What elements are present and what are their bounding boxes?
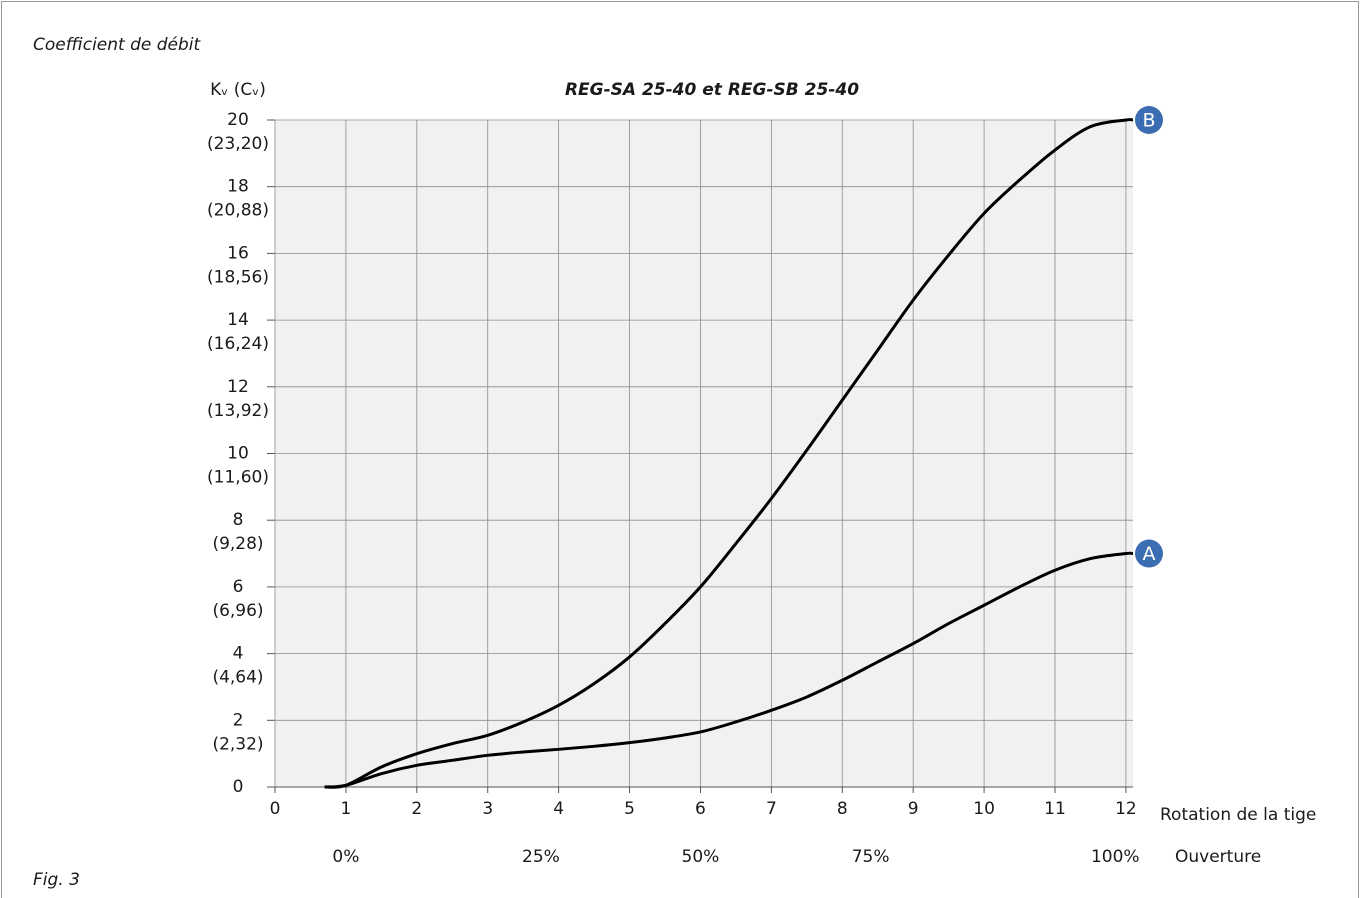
x-tick-label: 1: [340, 799, 351, 819]
x-tick-label: 4: [553, 799, 564, 819]
x-tick-label: 8: [837, 799, 848, 819]
y-tick-label: 16: [227, 243, 249, 263]
x-tick-label: 7: [766, 799, 777, 819]
series-marker: [1135, 539, 1163, 568]
y-tick-label: 14: [227, 310, 249, 330]
y-secondary-label: (23,20): [207, 134, 269, 154]
series-line: [324, 551, 1134, 789]
y-tick-label: 10: [227, 444, 249, 464]
y-secondary-label: (9,28): [212, 534, 263, 554]
x-tick-label: 0: [270, 799, 281, 819]
x2-tick-label: 100%: [1091, 847, 1140, 867]
x2-tick-label: 50%: [682, 847, 720, 867]
chart-title: REG-SA 25-40 et REG-SB 25-40: [565, 80, 859, 100]
x-tick-label: 3: [482, 799, 493, 819]
y-secondary-label: (2,32): [212, 734, 263, 754]
x-tick-label: 6: [695, 799, 706, 819]
y-tick-label: 4: [233, 644, 244, 664]
x2-tick-label: 25%: [522, 847, 560, 867]
legend-label: A: [1143, 543, 1156, 565]
x-tick-label: 12: [1115, 799, 1137, 819]
y-tick-label: 0: [233, 777, 244, 797]
y-tick-label: 8: [233, 510, 244, 530]
x-tick-label: 10: [973, 799, 995, 819]
y-secondary-label: (16,24): [207, 334, 269, 354]
series-marker: [1135, 106, 1163, 134]
y-secondary-label: (20,88): [207, 201, 269, 221]
y-secondary-label: (13,92): [207, 401, 269, 421]
x-tick-label: 9: [908, 799, 919, 819]
y-secondary-label: (11,60): [207, 468, 269, 488]
legend-label: B: [1142, 110, 1155, 132]
y-secondary-label: (18,56): [207, 267, 269, 287]
x2-axis-label: Ouverture: [1175, 847, 1261, 867]
y-secondary-label: (4,64): [212, 668, 263, 688]
x-axis-label: Rotation de la tige: [1160, 805, 1316, 825]
y-tick-label: 6: [233, 577, 244, 597]
x-tick-label: 11: [1044, 799, 1066, 819]
footer: Fig. 3: [33, 870, 80, 890]
y-tick-label: 20: [227, 110, 249, 130]
x2-tick-label: 75%: [852, 847, 890, 867]
y-tick-label: 12: [227, 377, 249, 397]
y-secondary-label: (6,96): [212, 601, 263, 621]
series-line: [324, 118, 1134, 789]
header: Coefficient de débit: [33, 35, 202, 55]
x-tick-label: 5: [624, 799, 635, 819]
y-tick-label: 2: [233, 710, 244, 730]
x2-tick-label: 0%: [332, 847, 359, 867]
y-tick-label: 18: [227, 177, 249, 197]
x-tick-label: 2: [411, 799, 422, 819]
y-axis-label: Kᵥ (Cᵥ): [210, 80, 266, 100]
